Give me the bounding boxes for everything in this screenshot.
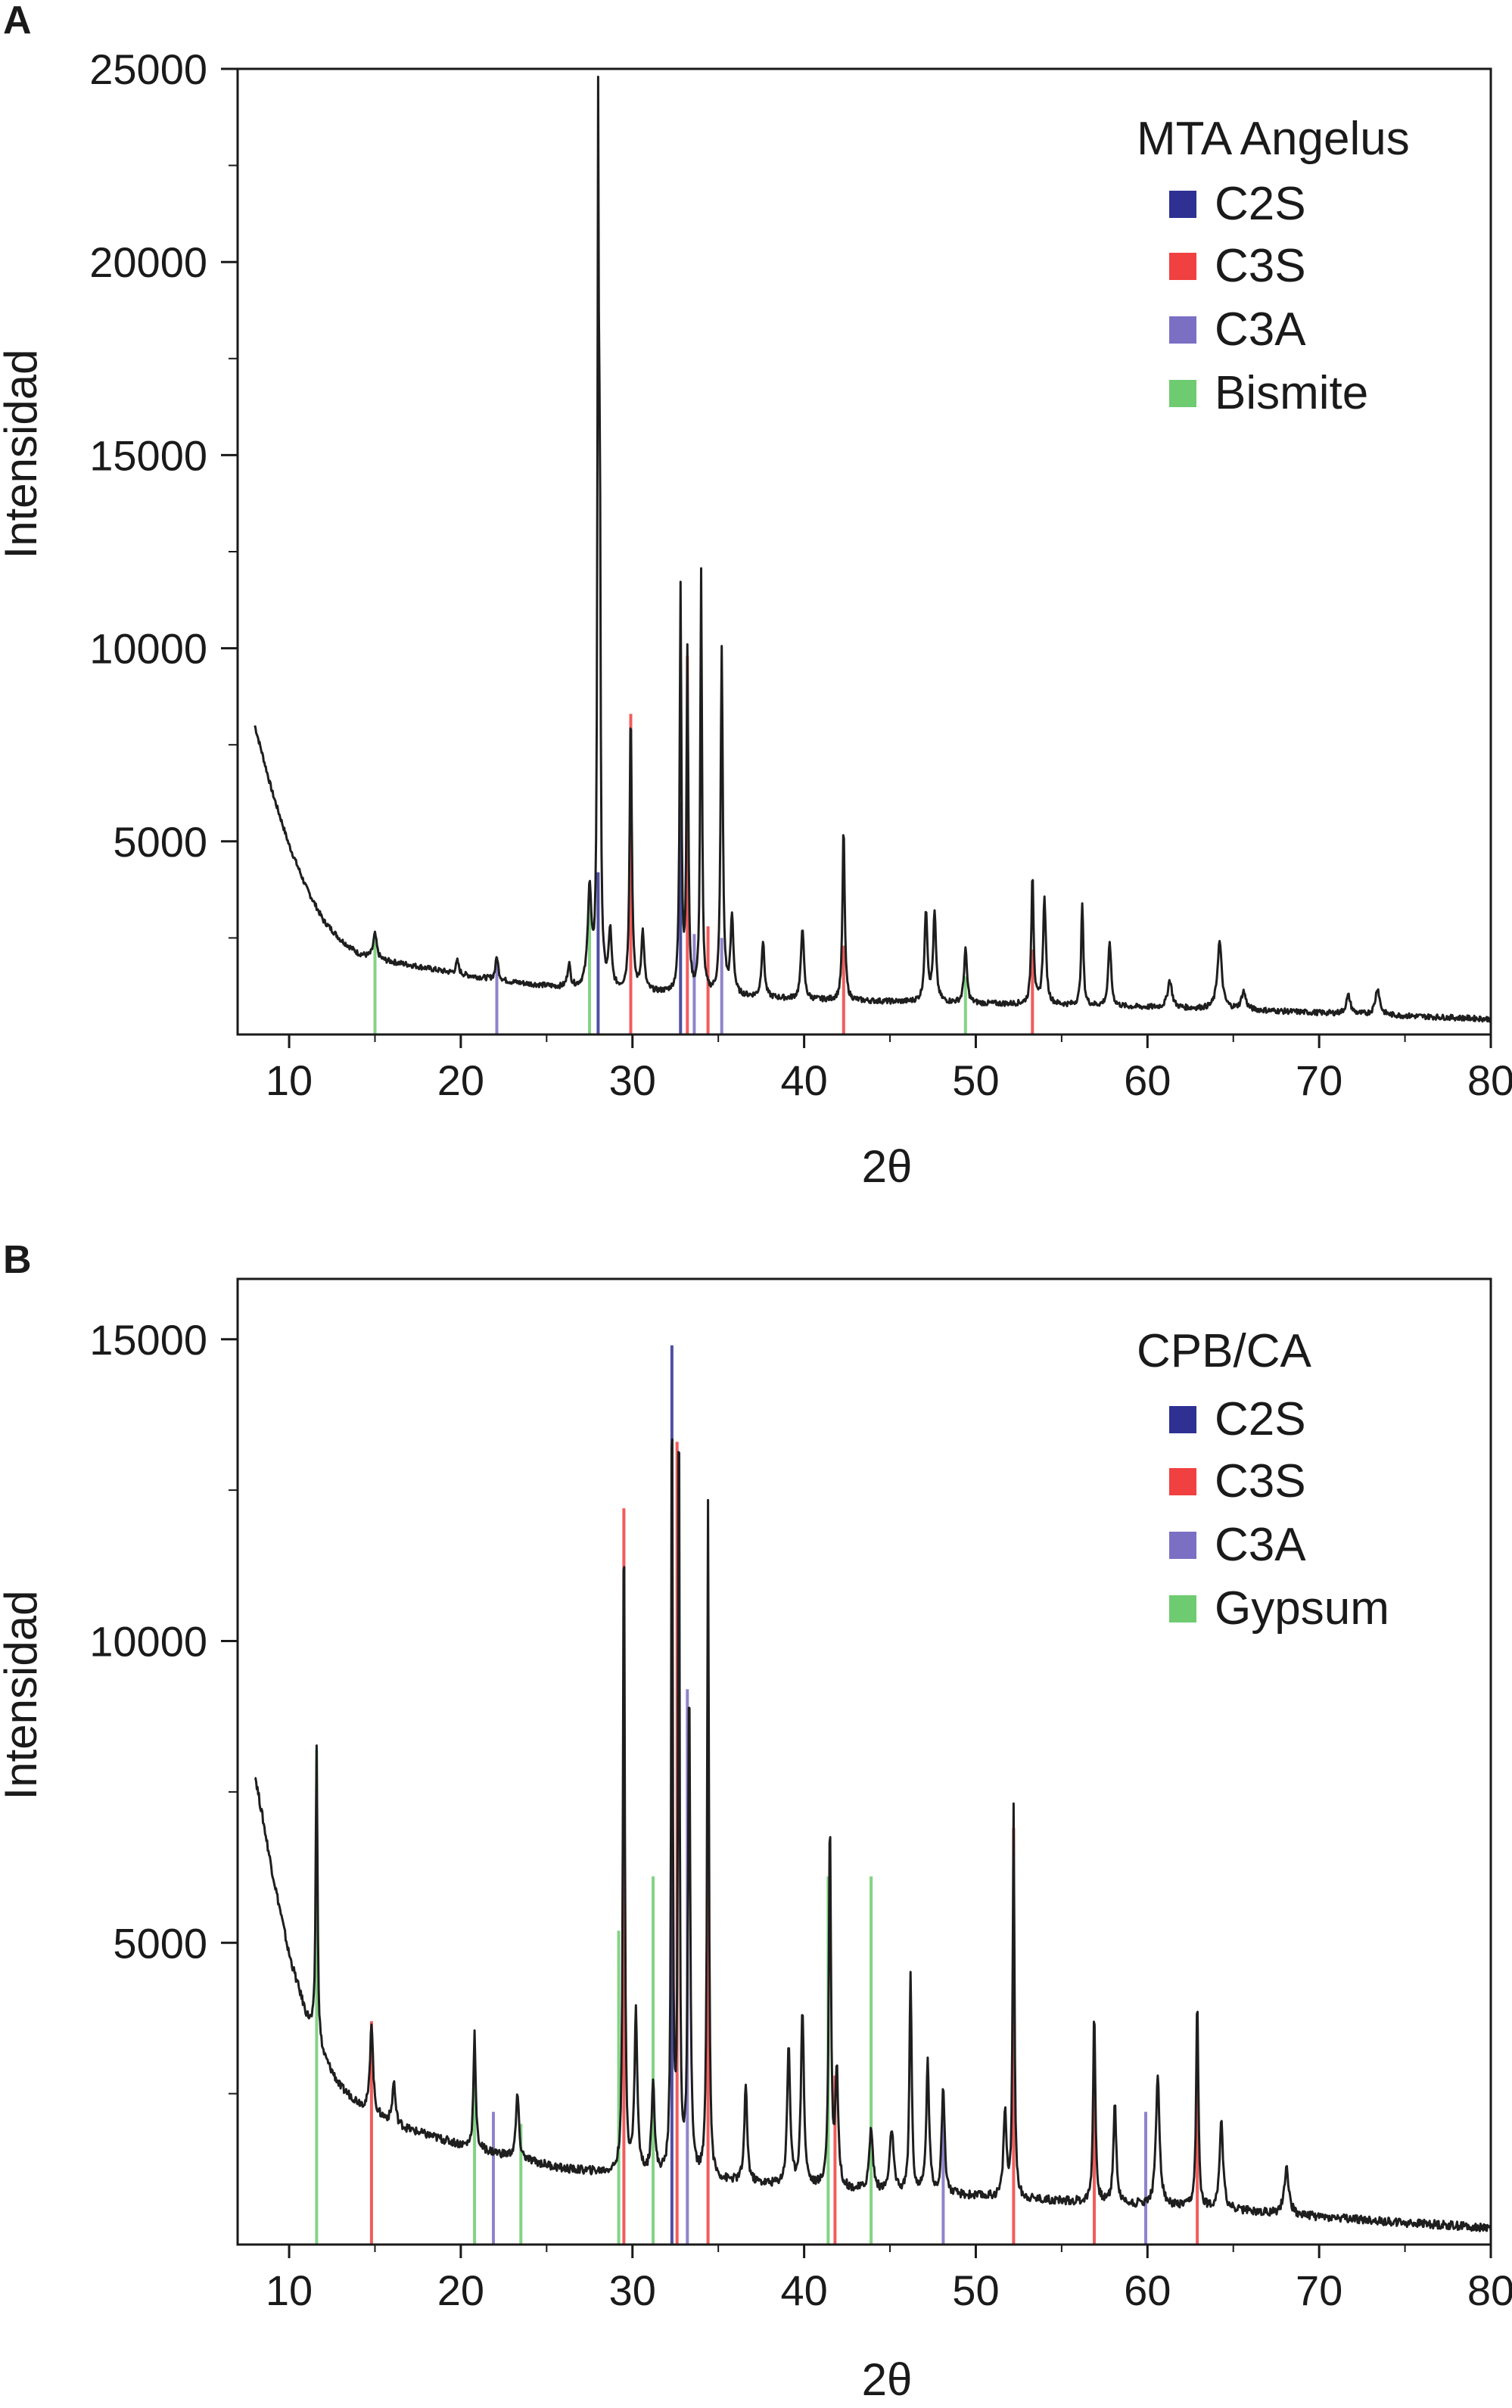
panel-a-diffraction-trace	[254, 76, 1492, 1023]
panel-a-y-tick-label: 5000	[113, 818, 207, 866]
panel-b-x-tick-label: 30	[609, 2266, 656, 2314]
panel-a-x-tick-label: 40	[780, 1056, 827, 1104]
panel-b-legend-c3s: C3S	[1215, 1455, 1306, 1507]
panel-b-x-tick-label: 10	[266, 2266, 313, 2314]
panel-a-pattern	[254, 76, 1492, 1023]
panel-b-x-tick-label: 50	[952, 2266, 999, 2314]
panel-b-axes: 10 20 30 40 50 60 70 80 5000 10000 15000	[89, 1316, 1512, 2314]
panel-b-x-tick-label: 70	[1296, 2266, 1342, 2314]
panel-b-legend-c2s: C2S	[1215, 1393, 1306, 1445]
panel-b-legend-title: CPB/CA	[1137, 1325, 1311, 1377]
panel-a-legend-bismite: Bismite	[1215, 367, 1368, 419]
panel-a-x-axis-title: 2θ	[862, 1141, 913, 1192]
panel-b-x-tick-label: 80	[1467, 2266, 1512, 2314]
panel-a-legend-swatch-bismite	[1169, 380, 1196, 407]
panel-a-legend: MTA Angelus C2S C3S C3A Bismite	[1137, 113, 1410, 419]
panel-a-x-tick-label: 60	[1124, 1056, 1171, 1104]
panel-b-x-tick-label: 40	[780, 2266, 827, 2314]
panel-a-y-axis-title: Intensidad	[0, 350, 46, 559]
panel-a-y-tick-label: 25000	[89, 45, 207, 93]
panel-a-legend-swatch-c2s	[1169, 191, 1196, 218]
panel-a-x-tick-label: 20	[437, 1056, 484, 1104]
panel-a-label: A	[3, 0, 32, 42]
panel-b-y-tick-label: 5000	[113, 1919, 207, 1967]
panel-b-pattern	[254, 1438, 1492, 2232]
panel-a-legend-c2s: C2S	[1215, 178, 1306, 230]
panel-b-label: B	[3, 1238, 32, 1282]
panel-a-x-tick-label: 80	[1467, 1056, 1512, 1104]
panel-a-legend-swatch-c3a	[1169, 316, 1196, 344]
panel-b-legend: CPB/CA C2S C3S C3A Gypsum	[1137, 1325, 1389, 1635]
panel-a: A 10 20 30 40 50 60 70 80 5000 10000 15000 20000 250…	[0, 0, 1512, 1192]
panel-a-y-tick-label: 15000	[89, 431, 207, 479]
panel-b-y-tick-label: 15000	[89, 1316, 207, 1364]
panel-b-legend-c3a: C3A	[1215, 1519, 1306, 1571]
panel-b-y-axis-title: Intensidad	[0, 1591, 46, 1800]
panel-b-x-tick-label: 20	[437, 2266, 484, 2314]
panel-b-x-tick-label: 60	[1124, 2266, 1171, 2314]
panel-b-plot-frame	[236, 1277, 1492, 2246]
panel-a-x-tick-label: 30	[609, 1056, 656, 1104]
panel-b-legend-swatch-c3a	[1169, 1532, 1196, 1559]
panel-a-x-tick-label: 10	[266, 1056, 313, 1104]
panel-a-legend-swatch-c3s	[1169, 253, 1196, 280]
panel-a-x-tick-label: 50	[952, 1056, 999, 1104]
panel-a-y-tick-label: 20000	[89, 238, 207, 286]
panel-a-legend-c3s: C3S	[1215, 240, 1306, 292]
panel-b-x-axis-title: 2θ	[862, 2354, 913, 2404]
panel-b-y-tick-label: 10000	[89, 1618, 207, 1666]
panel-a-x-tick-label: 70	[1296, 1056, 1342, 1104]
panel-b-legend-swatch-c3s	[1169, 1468, 1196, 1495]
panel-b-diffraction-trace	[254, 1438, 1492, 2232]
panel-a-legend-c3a: C3A	[1215, 303, 1306, 356]
panel-b: B 10 20 30 40 50 60 70 80 5000 10000 15000 2θ Inte…	[0, 1238, 1512, 2405]
panel-a-y-tick-label: 10000	[89, 625, 207, 673]
panel-a-legend-title: MTA Angelus	[1137, 113, 1410, 165]
panel-b-legend-gypsum: Gypsum	[1215, 1582, 1389, 1635]
panel-b-legend-swatch-c2s	[1169, 1406, 1196, 1433]
panel-a-axes: 10 20 30 40 50 60 70 80 5000 10000 15000 20000 25000	[89, 45, 1512, 1104]
panel-b-legend-swatch-gypsum	[1169, 1595, 1196, 1622]
